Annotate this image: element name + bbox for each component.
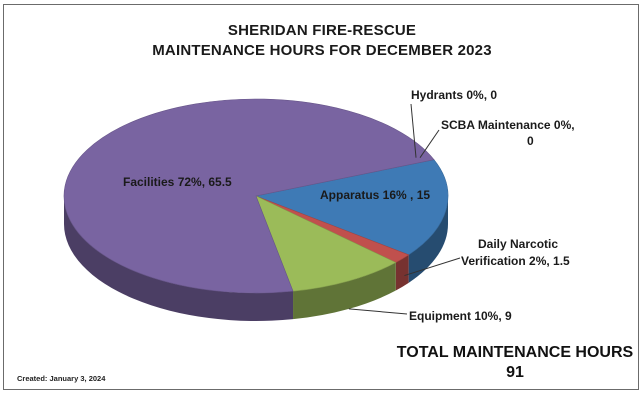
leader-line-narcotic — [404, 257, 461, 277]
slice-label-apparatus: Apparatus 16% , 15 — [320, 188, 431, 202]
slice-label-scba-line1: SCBA Maintenance 0%, — [441, 118, 575, 132]
slice-side-apparatus — [408, 196, 448, 283]
slice-equipment — [255, 195, 397, 292]
slice-label-equipment: Equipment 10%, 9 — [409, 309, 512, 323]
slice-side-daily-narcotic-verification — [395, 254, 409, 291]
slice-facilities — [63, 98, 435, 294]
total-label: TOTAL MAINTENANCE HOURS — [396, 344, 634, 361]
slice-apparatus — [254, 159, 449, 256]
slice-label-narcotic-line2: Verification 2%, 1.5 — [461, 254, 570, 268]
leader-line-hydrants — [410, 103, 417, 158]
total-value: 91 — [506, 364, 524, 381]
slice-label-facilities: Facilities 72%, 65.5 — [123, 175, 232, 189]
chart-title-line1: SHERIDAN FIRE-RESCUE — [227, 22, 417, 39]
slice-side-facilities — [64, 196, 294, 322]
slice-label-hydrants: Hydrants 0%, 0 — [411, 88, 498, 102]
leader-line-scba — [419, 129, 440, 158]
slice-side-equipment — [293, 262, 396, 320]
created-date: Created: January 3, 2024 — [17, 374, 106, 383]
leader-line-equipment — [348, 308, 408, 315]
slice-label-scba-line2: 0 — [527, 134, 534, 148]
chart-title-line2: MAINTENANCE HOURS FOR DECEMBER 2023 — [152, 42, 492, 59]
slice-label-narcotic-line1: Daily Narcotic — [478, 237, 559, 251]
